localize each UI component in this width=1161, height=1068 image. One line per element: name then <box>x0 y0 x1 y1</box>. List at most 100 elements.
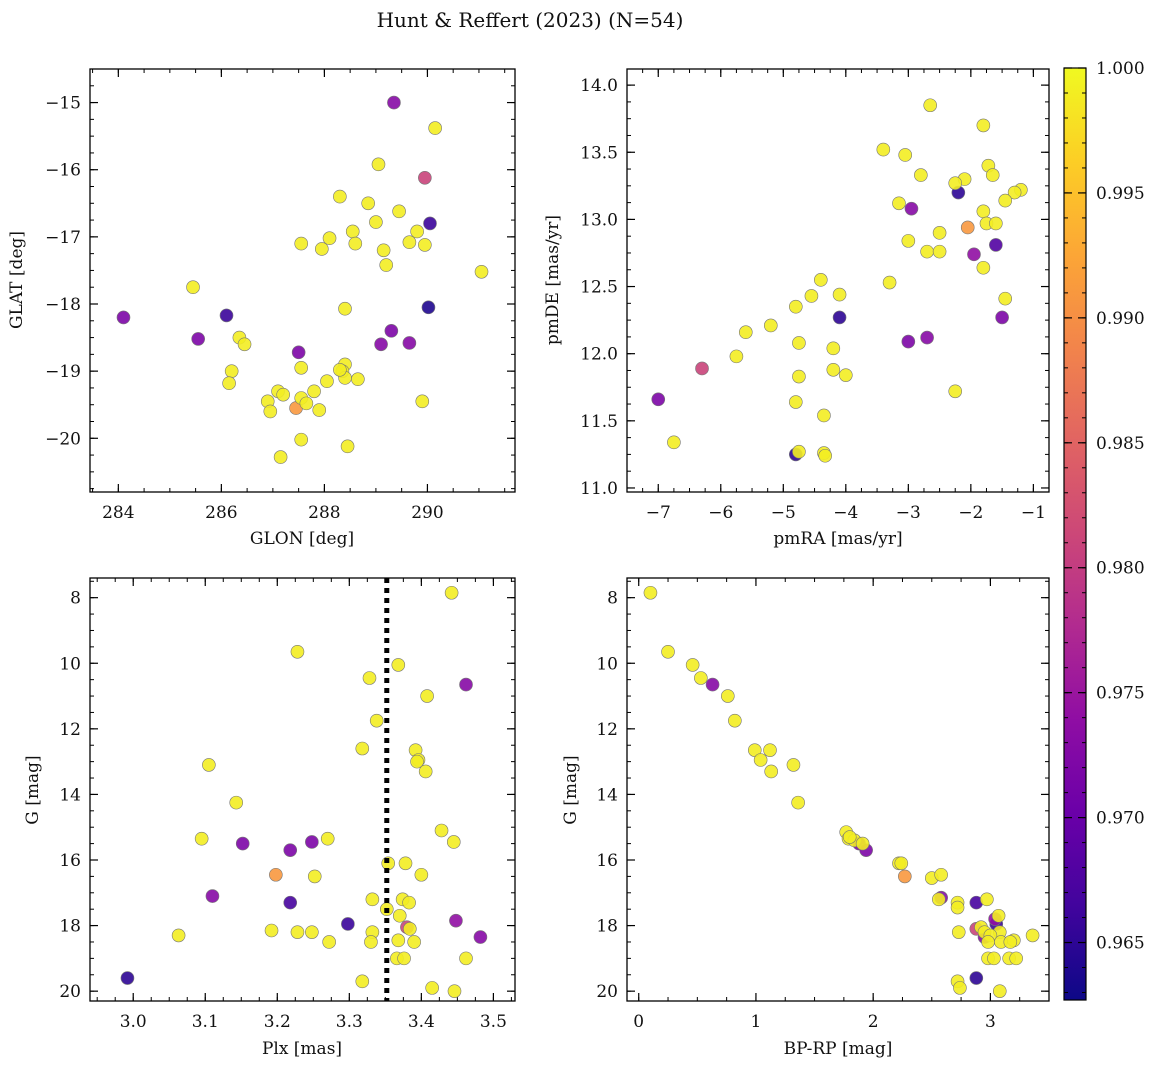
scatter-point <box>898 869 912 884</box>
scatter-point <box>333 362 347 377</box>
scatter-point <box>283 895 298 910</box>
scatter-point <box>839 368 853 382</box>
scatter-point <box>171 928 186 943</box>
scatter-point <box>948 176 963 190</box>
colorbar-tick-label: 1.000 <box>1096 59 1145 79</box>
scatter-point <box>788 299 803 314</box>
scatter-point <box>421 300 436 315</box>
scatter-point <box>402 235 417 250</box>
scatter-point <box>420 689 434 703</box>
y-tick-label: 13.5 <box>580 143 618 163</box>
scatter-point <box>459 677 473 692</box>
scatter-point <box>934 867 948 882</box>
x-tick-label: 290 <box>411 503 443 523</box>
figure-title: Hunt & Reffert (2023) (N=54) <box>377 8 684 32</box>
y-tick-label: −20 <box>45 429 81 449</box>
y-tick-label: −18 <box>45 295 81 315</box>
scatter-point <box>818 448 832 463</box>
scatter-point <box>410 754 424 769</box>
scatter-point <box>402 336 417 350</box>
scatter-point <box>738 325 753 340</box>
y-tick-label: 14 <box>59 785 81 805</box>
scatter-point <box>969 971 984 985</box>
y-tick-label: 12 <box>596 720 618 740</box>
scatter-point <box>976 204 991 219</box>
scatter-point <box>369 713 384 728</box>
x-tick-label: −2 <box>958 503 983 523</box>
scatter-point <box>379 258 394 272</box>
scatter-point <box>804 289 819 303</box>
scatter-point <box>369 215 383 229</box>
y-tick-label: 12.5 <box>580 278 618 298</box>
scatter-point <box>348 236 363 251</box>
scatter-point <box>817 408 831 423</box>
x-axis-label: Plx [mas] <box>262 1039 342 1059</box>
y-axis-label: pmDE [mas/yr] <box>543 215 563 345</box>
scatter-point <box>414 867 429 882</box>
scatter-point <box>315 242 329 256</box>
colorbar-tick-label: 0.975 <box>1096 684 1145 704</box>
panel-glon-glat: 284 286 288 290 −15 −16 −17 −18 −19 −20 GLON [deg]… <box>7 68 516 549</box>
scatter-point <box>384 324 399 338</box>
scatter-point <box>418 238 432 252</box>
scatter-point <box>474 264 489 279</box>
x-tick-label: 0 <box>633 1012 644 1032</box>
scatter-point <box>901 334 916 349</box>
scatter-point <box>920 330 934 345</box>
scatter-point <box>651 392 666 407</box>
scatter-point <box>763 318 778 333</box>
scatter-point <box>729 349 744 364</box>
y-tick-label: 16 <box>59 851 81 871</box>
scatter-point <box>351 372 365 387</box>
scatter-point <box>991 908 1006 923</box>
scatter-point <box>459 951 473 966</box>
y-tick-label: −19 <box>45 362 81 382</box>
colorbar-gradient <box>1063 67 1087 1001</box>
scatter-point <box>894 856 909 871</box>
scatter-point <box>1025 928 1040 943</box>
scatter-point <box>786 758 801 772</box>
scatter-point <box>305 925 319 939</box>
scatter-point <box>391 658 406 672</box>
y-tick-label: 20 <box>59 982 81 1002</box>
x-tick-label: 288 <box>308 503 340 523</box>
scatter-point <box>764 764 778 779</box>
scatter-point <box>898 148 913 162</box>
panel-pmra-pmde: −7 −6 −5 −4 −3 −2 −1 11.0 11.5 12.0 12.5 13.0 13.5 14… <box>543 68 1050 549</box>
scatter-point <box>294 236 309 251</box>
y-tick-label: 12.0 <box>580 345 618 365</box>
scatter-point <box>791 795 805 810</box>
y-axis-label: GLAT [deg] <box>7 231 27 329</box>
scatter-point <box>992 984 1007 998</box>
y-tick-label: 18 <box>59 917 81 937</box>
scatter-point <box>194 831 209 846</box>
scatter-point <box>473 930 488 944</box>
scatter-point <box>428 121 442 135</box>
scatter-point <box>407 935 421 949</box>
scatter-point <box>446 835 461 849</box>
scatter-point <box>951 925 966 939</box>
scatter-point <box>1009 951 1023 966</box>
scatter-point <box>305 835 319 849</box>
scatter-point <box>403 922 417 936</box>
scatter-point <box>418 764 433 779</box>
x-tick-label: 3.5 <box>480 1012 507 1032</box>
colorbar-ticks: 1.000 0.995 0.990 0.985 0.980 0.975 0.970 0.965 <box>1064 59 1145 994</box>
scatter-point <box>788 395 803 409</box>
x-tick-label: 3.1 <box>192 1012 219 1032</box>
scatter-point <box>826 341 841 356</box>
scatter-point <box>116 310 131 325</box>
y-tick-label: −17 <box>45 228 81 248</box>
scatter-point <box>643 585 658 600</box>
axes-frame <box>89 577 516 1002</box>
y-tick-label: 20 <box>596 982 618 1002</box>
scatter-point <box>371 157 386 172</box>
axes-frame <box>89 68 516 493</box>
x-tick-label: 284 <box>102 503 134 523</box>
y-tick-label: 14 <box>596 785 618 805</box>
scatter-point <box>425 981 439 995</box>
scatter-point <box>667 435 681 450</box>
scatter-point <box>876 142 891 157</box>
axes-frame <box>626 577 1050 1002</box>
